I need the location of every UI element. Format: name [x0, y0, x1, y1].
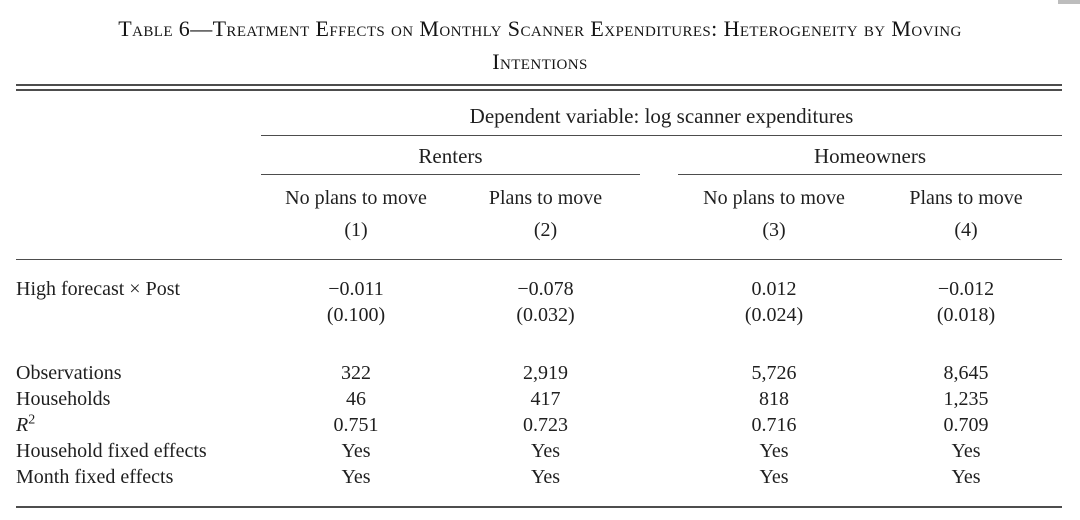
column-header-row: No plans to move Plans to move No plans … — [16, 175, 1062, 212]
group-gap — [640, 302, 678, 328]
stat-value: 1,235 — [943, 388, 989, 410]
stat-value: Yes — [759, 466, 789, 488]
stat-value: 322 — [341, 362, 371, 384]
group-gap — [640, 386, 678, 412]
column-number-row: (1) (2) (3) (4) — [16, 211, 1062, 260]
stat-row-r-squared: R2 0.751 0.723 0.716 0.709 — [16, 412, 1062, 438]
group-gap — [640, 175, 678, 212]
column-number-1: (1) — [344, 219, 368, 241]
std-error-4: (0.018) — [936, 304, 996, 326]
group-header-row: Renters Homeowners — [16, 135, 1063, 175]
column-number-2: (2) — [533, 219, 558, 241]
stat-value: Yes — [341, 466, 371, 488]
mid-rule — [16, 259, 1063, 260]
stat-label: Household fixed effects — [16, 440, 207, 462]
group-header-homeowners: Homeowners — [678, 135, 1063, 175]
stat-row-households: Households 46 417 818 1,235 — [16, 386, 1062, 412]
dependent-variable-row: Dependent variable: log scanner expendit… — [16, 91, 1063, 136]
group-gap — [640, 412, 678, 438]
top-double-rule — [16, 84, 1062, 91]
stat-value: Yes — [341, 440, 371, 462]
stat-value: 8,645 — [943, 362, 989, 384]
coefficient-value-2: −0.078 — [517, 278, 574, 300]
stat-value: 5,726 — [751, 362, 797, 384]
stat-value: Yes — [530, 440, 561, 462]
bottom-rule — [16, 506, 1063, 509]
stat-row-observations: Observations 322 2,919 5,726 8,645 — [16, 360, 1062, 386]
stat-value: 46 — [346, 388, 366, 410]
stat-value: 0.716 — [751, 414, 797, 436]
coefficient-value-4: −0.012 — [937, 278, 995, 300]
std-error-row: (0.100) (0.032) (0.024) (0.018) — [16, 302, 1062, 328]
group-gap — [640, 211, 678, 260]
spacer-row — [16, 328, 1062, 360]
stat-row-month-fixed-effects: Month fixed effects Yes Yes Yes Yes — [16, 464, 1062, 507]
window-edge-artifact — [1058, 0, 1080, 4]
group-gap — [640, 260, 678, 302]
stat-label: Month fixed effects — [16, 466, 174, 488]
stat-value: Yes — [759, 440, 789, 462]
column-header-3: No plans to move — [703, 187, 845, 209]
empty-cell — [16, 175, 261, 212]
stat-label: Observations — [16, 362, 122, 384]
group-gap — [640, 464, 678, 507]
r-squared-exponent: 2 — [28, 412, 36, 428]
group-gap — [640, 360, 678, 386]
empty-cell — [16, 211, 261, 260]
stat-value: 0.723 — [523, 414, 568, 436]
std-error-1: (0.100) — [326, 304, 386, 326]
column-number-3: (3) — [762, 219, 786, 241]
stat-value: 818 — [759, 388, 789, 410]
column-number-4: (4) — [954, 219, 978, 241]
empty-cell — [16, 328, 1062, 360]
table-title-line1: Table 6—Treatment Effects on Monthly Sca… — [118, 16, 962, 41]
column-header-4: Plans to move — [909, 187, 1023, 209]
table-title: Table 6—Treatment Effects on Monthly Sca… — [22, 12, 1058, 78]
group-gap — [640, 438, 678, 464]
coefficient-value-1: −0.011 — [328, 278, 384, 300]
column-header-1: No plans to move — [285, 187, 427, 209]
coefficient-row: High forecast × Post −0.011 −0.078 0.012… — [16, 260, 1062, 302]
empty-cell — [16, 302, 261, 328]
results-table: Dependent variable: log scanner expendit… — [16, 91, 1063, 509]
std-error-3: (0.024) — [744, 304, 804, 326]
dependent-variable-header: Dependent variable: log scanner expendit… — [261, 91, 1063, 136]
column-header-2: Plans to move — [488, 187, 603, 209]
stat-value: 2,919 — [523, 362, 568, 384]
stat-label: Households — [16, 388, 111, 410]
stat-value: 0.709 — [943, 414, 989, 436]
stat-row-household-fixed-effects: Household fixed effects Yes Yes Yes Yes — [16, 438, 1062, 464]
stat-label: R2 — [16, 412, 261, 438]
group-header-renters: Renters — [261, 135, 640, 175]
bottom-rule-row — [16, 506, 1063, 509]
std-error-2: (0.032) — [516, 304, 575, 326]
r-squared-symbol: R — [16, 414, 29, 436]
group-gap — [640, 136, 678, 175]
stat-value: Yes — [951, 466, 981, 488]
table-title-line2: Intentions — [492, 49, 588, 74]
coefficient-value-3: 0.012 — [751, 278, 797, 300]
stat-value: 0.751 — [333, 414, 379, 436]
empty-cell — [16, 136, 261, 175]
stat-value: Yes — [951, 440, 981, 462]
stat-value: Yes — [530, 466, 561, 488]
stat-value: 417 — [530, 388, 561, 410]
mid-rule-row — [16, 259, 1063, 260]
coefficient-label: High forecast × Post — [16, 278, 181, 300]
empty-cell — [16, 91, 261, 136]
